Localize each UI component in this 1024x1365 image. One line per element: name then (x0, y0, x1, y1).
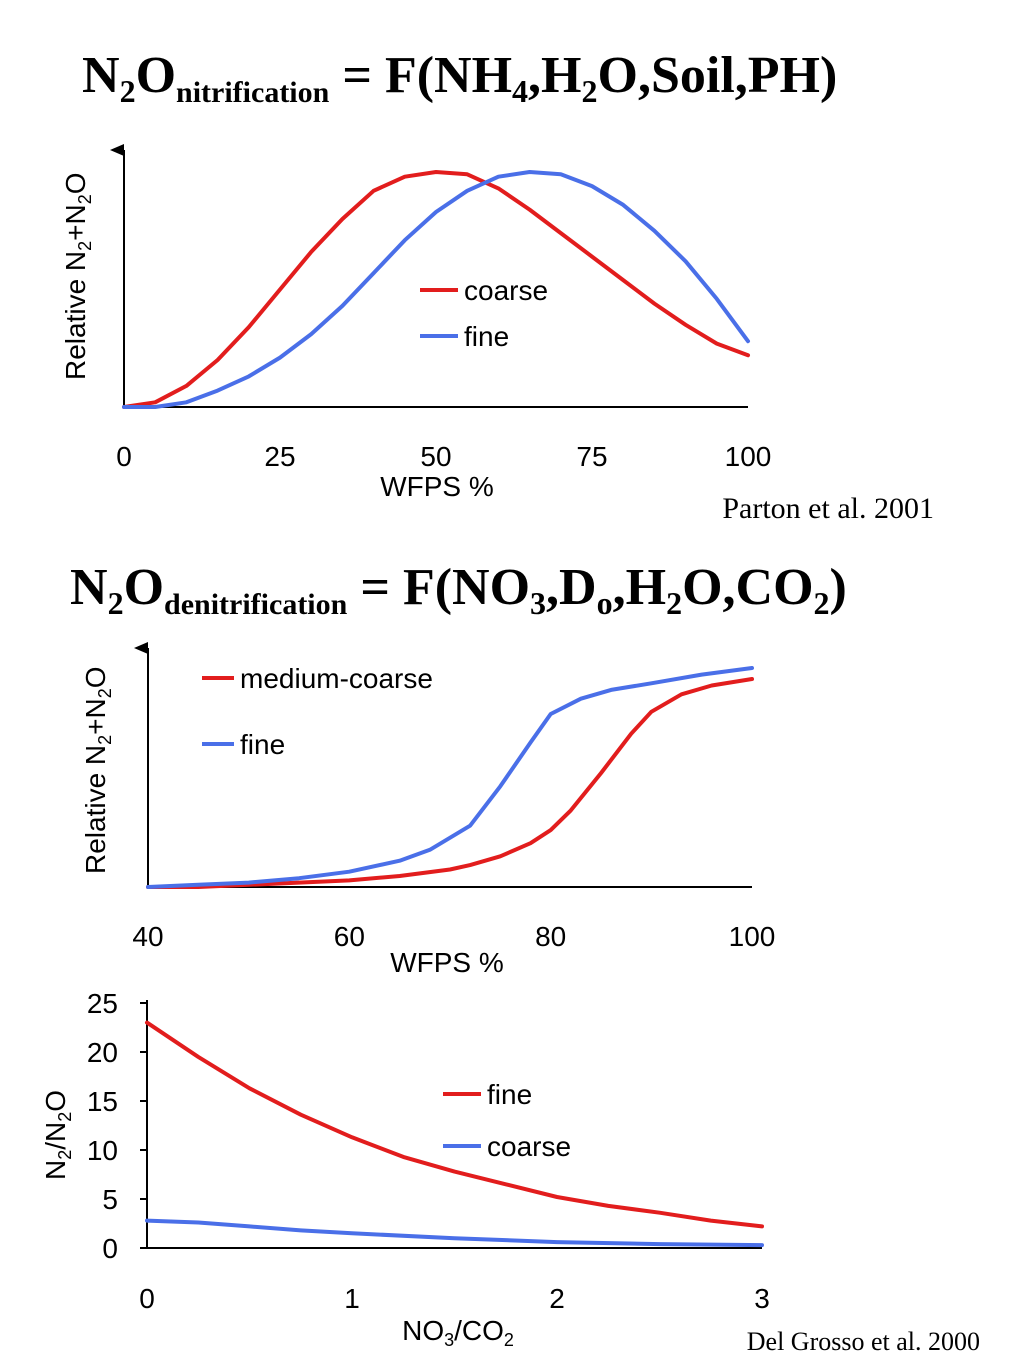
citation-delgrosso: Del Grosso et al. 2000 (747, 1327, 980, 1356)
legend-label: fine (240, 729, 285, 760)
x-tick-label: 100 (729, 921, 776, 952)
series-line-fine (122, 170, 750, 409)
legend-label: coarse (464, 275, 548, 306)
x-tick-label: 40 (132, 921, 163, 952)
y-tick-label: 20 (87, 1037, 118, 1068)
x-tick-label: 1 (344, 1283, 360, 1314)
series-line-fine (145, 1020, 764, 1229)
y-tick-label: 0 (102, 1233, 118, 1264)
y-tick-label: 15 (87, 1086, 118, 1117)
series-line-fine (146, 666, 754, 889)
x-tick-label: 0 (116, 441, 132, 472)
chart1-ylabel: Relative N2+N2O (60, 172, 95, 380)
chart1-xlabel: WFPS % (380, 471, 494, 502)
chart3-xlabel: NO3/CO2 (402, 1315, 514, 1350)
x-tick-label: 25 (264, 441, 295, 472)
legend-label: fine (464, 321, 509, 352)
x-tick-label: 3 (754, 1283, 770, 1314)
chart2-ylabel: Relative N2+N2O (80, 666, 115, 874)
y-tick-label: 25 (87, 988, 118, 1019)
series-line-medium-coarse (146, 677, 754, 889)
chart3-ylabel: N2/N2O (40, 1090, 75, 1180)
x-tick-label: 0 (139, 1283, 155, 1314)
citation-parton: Parton et al. 2001 (722, 492, 934, 525)
chart-denitrification: 40 60 80 100 medium-coarse fine (132, 642, 776, 952)
legend-label: medium-coarse (240, 663, 433, 694)
chart-nitrification: 0 25 50 75 100 coarse fine (110, 144, 772, 472)
y-tick-label: 5 (102, 1184, 118, 1215)
x-tick-label: 2 (549, 1283, 565, 1314)
x-tick-label: 60 (334, 921, 365, 952)
chart2-xlabel: WFPS % (390, 947, 504, 978)
x-tick-label: 100 (725, 441, 772, 472)
x-tick-label: 80 (535, 921, 566, 952)
heading-denitrification: N2Odenitrification = F(NO3,Do,H2O,CO2) (70, 559, 847, 621)
y-tick-label: 10 (87, 1135, 118, 1166)
x-tick-label: 50 (420, 441, 451, 472)
chart-ratio: 0 1 2 3 0 5 10 15 20 25 fine coarse (87, 988, 770, 1314)
series-line-coarse (122, 170, 750, 409)
series-line-coarse (145, 1218, 764, 1248)
legend-label: coarse (487, 1131, 571, 1162)
heading-nitrification: N2Onitrification = F(NH4,H2O,Soil,PH) (82, 47, 837, 109)
x-tick-label: 75 (576, 441, 607, 472)
legend-label: fine (487, 1079, 532, 1110)
